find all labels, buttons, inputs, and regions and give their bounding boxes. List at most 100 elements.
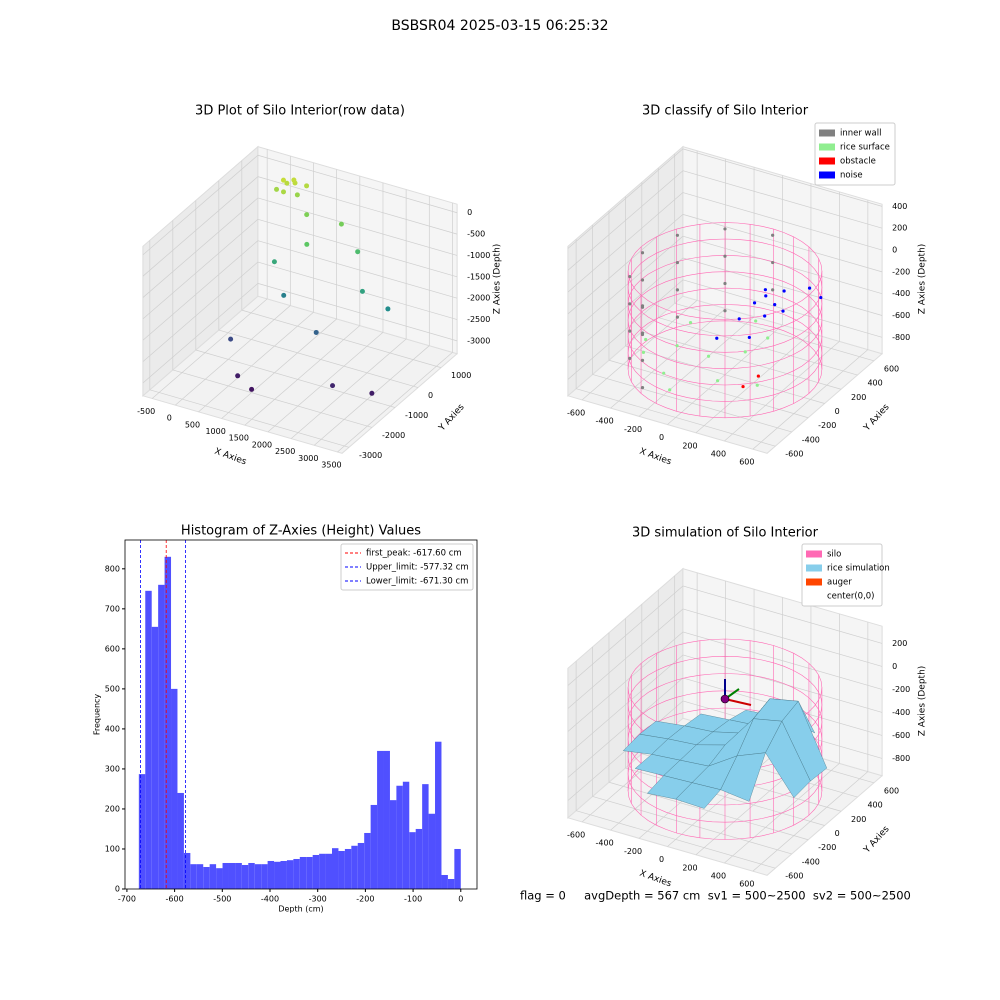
y-tick-label: 400 (867, 379, 882, 388)
data-point (280, 177, 286, 183)
x-tick-label: 400 (711, 871, 726, 880)
grid-line (682, 170, 883, 229)
bar (183, 852, 191, 889)
data-point (771, 288, 775, 292)
y-tick-label: 0 (835, 407, 840, 416)
x-tick-label: 400 (711, 449, 726, 458)
grid-line (592, 374, 792, 433)
data-point (294, 192, 300, 198)
x-tick-label: -200 (624, 425, 642, 434)
data-point (628, 302, 632, 306)
y-tick-label: 600 (884, 786, 899, 795)
legend-label: Upper_limit: -577.32 cm (366, 563, 469, 573)
grid-line (567, 631, 684, 732)
data-point (228, 336, 234, 342)
y-tick-label: -2000 (382, 431, 405, 440)
bar (261, 864, 268, 889)
grid-line (142, 283, 259, 384)
z-tick-label: -800 (892, 333, 910, 342)
bar (409, 832, 416, 889)
data-point (640, 251, 645, 255)
z-tick-label: -500 (467, 230, 485, 239)
bar (402, 781, 410, 889)
data-point (764, 294, 768, 298)
data-point (743, 350, 747, 354)
data-point (723, 227, 727, 231)
data-point (304, 212, 310, 218)
grid-line (641, 331, 842, 390)
grid-line (244, 325, 361, 426)
grid-line (218, 329, 419, 388)
y-tick-label: 0 (835, 829, 840, 838)
bar (344, 848, 352, 889)
bar (389, 800, 397, 889)
z-tick-label: -3000 (467, 336, 490, 345)
z-axis-label: Z Axies (Depth) (918, 244, 928, 315)
z-tick-label: 400 (892, 202, 907, 211)
grid-line (149, 389, 350, 448)
y-tick-label: 600 (105, 644, 120, 653)
x-tick-label: 600 (739, 458, 754, 467)
data-point (640, 386, 645, 390)
bar (357, 842, 365, 889)
grid-line (142, 261, 259, 362)
grid-line (567, 677, 684, 778)
legend-swatch (819, 171, 835, 179)
bar (447, 878, 455, 889)
data-point (763, 288, 767, 292)
grid-line (198, 311, 314, 413)
bar (216, 868, 223, 889)
bar (306, 856, 313, 889)
grid-line (290, 338, 407, 439)
grid-line (576, 388, 776, 447)
y-tick-label: 200 (851, 815, 866, 824)
x-axis-label: X Axies (638, 869, 673, 890)
data-point (688, 320, 693, 325)
grid-line (567, 608, 684, 709)
grid-line (257, 240, 458, 299)
bar (299, 856, 307, 889)
z-tick-label: -400 (892, 708, 910, 717)
grid-line (267, 332, 384, 433)
data-point (819, 295, 823, 300)
legend-label: Lower_limit: -671.30 cm (366, 577, 468, 587)
grid-line (172, 369, 373, 428)
grid-line (567, 257, 684, 358)
grid-line (682, 631, 883, 690)
bar (177, 792, 184, 889)
grid-line (608, 781, 809, 841)
z-tick-label: -200 (892, 267, 910, 276)
z-tick-label: -400 (892, 289, 910, 298)
grid-line (257, 283, 458, 342)
data-point (271, 259, 277, 265)
bar (428, 813, 436, 889)
data-point (291, 177, 297, 183)
data-point (755, 383, 759, 387)
data-point (737, 317, 741, 321)
x-tick-label: -100 (404, 895, 422, 904)
data-point (675, 344, 679, 348)
data-point (640, 278, 645, 282)
data-point (723, 254, 727, 258)
x-tick-label: -600 (166, 895, 184, 904)
x-tick-label: 1000 (205, 427, 225, 436)
bar (164, 556, 172, 889)
bar (235, 862, 242, 889)
grid-line (682, 192, 883, 251)
bar (377, 750, 384, 889)
data-point (715, 336, 719, 340)
data-point (628, 274, 632, 279)
x-tick-label: 0 (659, 855, 664, 864)
grid-line (674, 302, 874, 362)
bar (441, 874, 448, 889)
grid-line (257, 176, 458, 235)
y-tick-label: 500 (105, 684, 120, 693)
data-point (274, 186, 280, 192)
bar (248, 862, 255, 889)
data-point (640, 358, 645, 362)
grid-line (682, 279, 883, 338)
grid-line (142, 197, 259, 298)
x-axis-label: Depth (cm) (278, 905, 323, 914)
bar (370, 804, 378, 889)
z-tick-label: 0 (892, 662, 897, 671)
